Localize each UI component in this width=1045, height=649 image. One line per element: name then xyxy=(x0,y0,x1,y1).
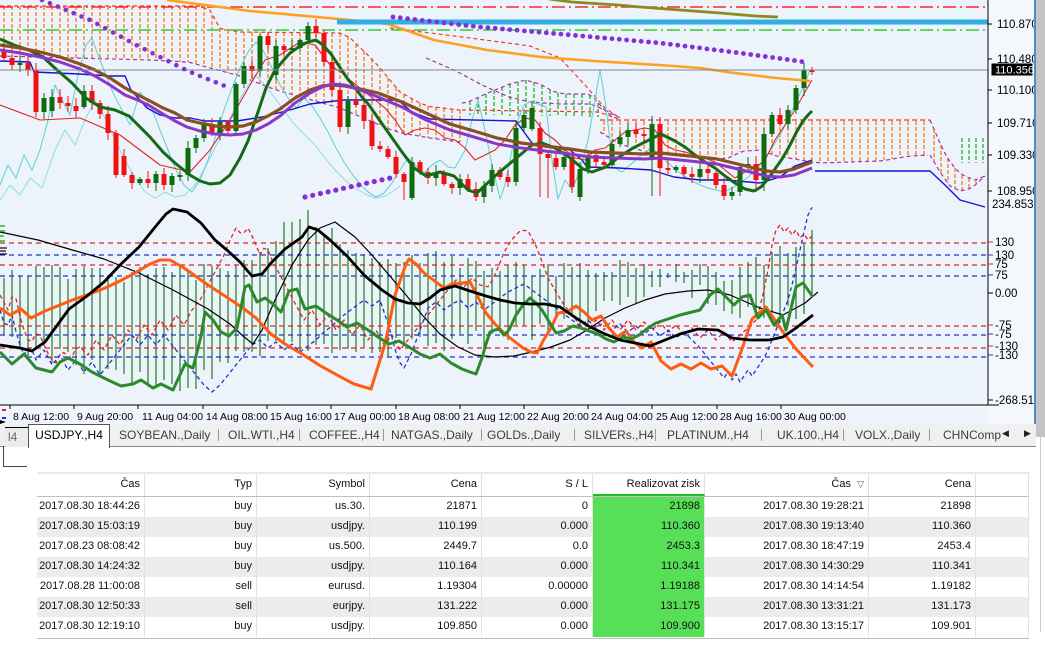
svg-text:22 Aug 20:00: 22 Aug 20:00 xyxy=(527,411,589,423)
svg-text:-130: -130 xyxy=(995,350,1018,362)
svg-text:30 Aug 00:00: 30 Aug 00:00 xyxy=(784,411,846,423)
svg-text:18 Aug 08:00: 18 Aug 08:00 xyxy=(398,411,460,423)
svg-text:24 Aug 04:00: 24 Aug 04:00 xyxy=(591,411,653,423)
svg-text:-75: -75 xyxy=(995,320,1012,332)
svg-text:75: 75 xyxy=(995,270,1008,282)
svg-text:130: 130 xyxy=(995,250,1014,262)
svg-text:130: 130 xyxy=(995,237,1014,249)
svg-text:110.100: 110.100 xyxy=(997,85,1038,97)
svg-text:15 Aug 16:00: 15 Aug 16:00 xyxy=(270,411,332,423)
svg-text:109.710: 109.710 xyxy=(997,118,1039,130)
svg-text:109.330: 109.330 xyxy=(997,150,1039,162)
svg-text:14 Aug 08:00: 14 Aug 08:00 xyxy=(206,411,268,423)
svg-text:11 Aug 04:00: 11 Aug 04:00 xyxy=(142,411,203,423)
svg-text:25 Aug 12:00: 25 Aug 12:00 xyxy=(656,411,718,423)
svg-text:-130: -130 xyxy=(995,341,1018,353)
svg-text:-75: -75 xyxy=(995,329,1012,341)
svg-text:8 Aug 12:00: 8 Aug 12:00 xyxy=(13,411,69,423)
svg-text:28 Aug 16:00: 28 Aug 16:00 xyxy=(720,411,782,423)
svg-text:110.480: 110.480 xyxy=(997,54,1038,66)
svg-text:-268.5123: -268.5123 xyxy=(995,395,1045,407)
svg-text:21 Aug 12:00: 21 Aug 12:00 xyxy=(463,411,525,423)
svg-text:9 Aug 20:00: 9 Aug 20:00 xyxy=(77,411,133,423)
svg-text:75: 75 xyxy=(995,259,1008,271)
svg-text:17 Aug 00:00: 17 Aug 00:00 xyxy=(334,411,396,423)
svg-text:108.950: 108.950 xyxy=(997,186,1039,198)
svg-text:234.8538: 234.8538 xyxy=(992,199,1040,211)
svg-text:110.356: 110.356 xyxy=(995,65,1034,77)
svg-text:0.00: 0.00 xyxy=(995,288,1017,300)
svg-text:110.870: 110.870 xyxy=(997,19,1038,31)
